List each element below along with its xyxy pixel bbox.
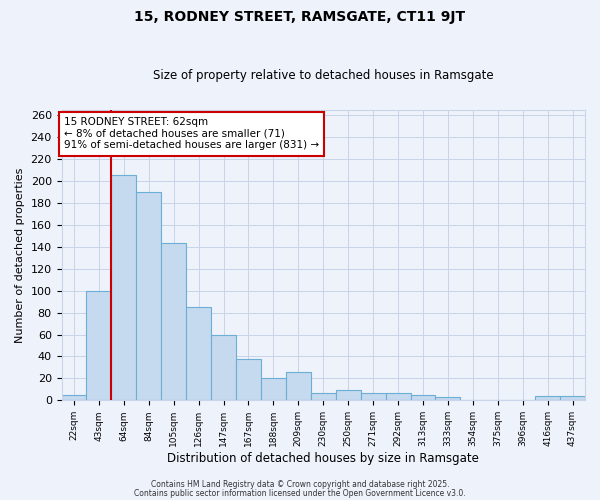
Text: Contains HM Land Registry data © Crown copyright and database right 2025.: Contains HM Land Registry data © Crown c… [151, 480, 449, 489]
Bar [161, 244, 186, 400]
Bar [62, 395, 86, 400]
Bar [386, 392, 410, 400]
Bar [361, 392, 386, 400]
Bar [136, 192, 161, 400]
Bar [336, 390, 361, 400]
Bar [236, 358, 261, 401]
X-axis label: Distribution of detached houses by size in Ramsgate: Distribution of detached houses by size … [167, 452, 479, 465]
Bar [410, 395, 436, 400]
Bar [436, 397, 460, 400]
Bar [211, 334, 236, 400]
Bar [112, 176, 136, 400]
Bar [311, 392, 336, 400]
Title: Size of property relative to detached houses in Ramsgate: Size of property relative to detached ho… [153, 69, 494, 82]
Text: 15 RODNEY STREET: 62sqm
← 8% of detached houses are smaller (71)
91% of semi-det: 15 RODNEY STREET: 62sqm ← 8% of detached… [64, 117, 319, 150]
Text: Contains public sector information licensed under the Open Government Licence v3: Contains public sector information licen… [134, 488, 466, 498]
Bar [186, 307, 211, 400]
Text: 15, RODNEY STREET, RAMSGATE, CT11 9JT: 15, RODNEY STREET, RAMSGATE, CT11 9JT [134, 10, 466, 24]
Bar [535, 396, 560, 400]
Bar [560, 396, 585, 400]
Bar [286, 372, 311, 400]
Bar [261, 378, 286, 400]
Y-axis label: Number of detached properties: Number of detached properties [15, 168, 25, 342]
Bar [86, 290, 112, 401]
